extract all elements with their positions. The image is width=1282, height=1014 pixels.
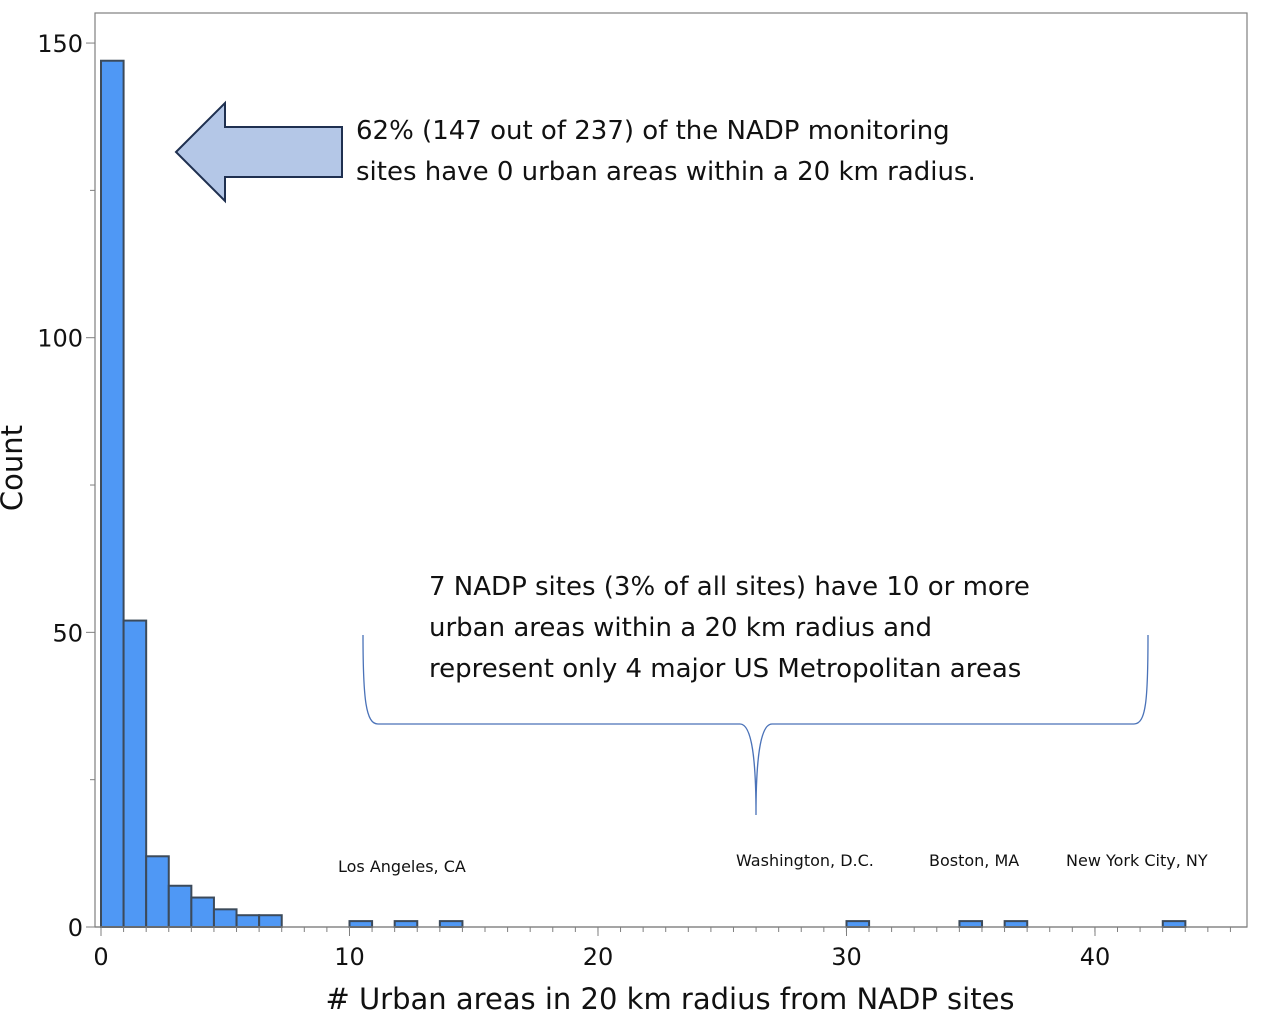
- histogram-bar: [1003, 920, 1029, 928]
- histogram-bar: [212, 908, 238, 928]
- histogram-bar: [122, 619, 148, 929]
- histogram-bar: [235, 914, 261, 928]
- city-label-washington: Washington, D.C.: [736, 851, 874, 870]
- arrow-annotation: 62% (147 out of 237) of the NADP monitor…: [356, 111, 976, 193]
- x-axis: 0 10 20 30 40: [93, 926, 1247, 971]
- y-tick-label: 150: [37, 30, 83, 58]
- histogram-bar: [258, 914, 283, 928]
- histogram-bar: [438, 920, 464, 928]
- city-label-los-angeles: Los Angeles, CA: [338, 857, 466, 876]
- y-tick-label: 100: [37, 325, 83, 353]
- x-tick-label: 0: [93, 943, 108, 971]
- y-axis: 0 50 100 150: [37, 30, 95, 942]
- x-tick-label: 40: [1080, 943, 1111, 971]
- curly-brace-shape: [362, 634, 1149, 816]
- x-axis-title: # Urban areas in 20 km radius from NADP …: [325, 982, 1014, 1014]
- histogram-bar: [1161, 920, 1187, 928]
- histogram-bar: [190, 896, 215, 928]
- histogram-bar: [167, 884, 193, 929]
- arrow-annotation-line-2: sites have 0 urban areas within a 20 km …: [356, 157, 976, 187]
- histogram-bar: [845, 920, 871, 928]
- y-axis-title: Count: [0, 425, 29, 511]
- histogram-bar: [393, 920, 419, 928]
- city-label-boston: Boston, MA: [929, 851, 1020, 870]
- y-tick-label: 50: [52, 619, 83, 647]
- histogram-bars: [100, 59, 1187, 929]
- city-label-new-york: New York City, NY: [1066, 851, 1208, 870]
- brace-annotation: 7 NADP sites (3% of all sites) have 10 o…: [429, 567, 1030, 690]
- histogram-bar: [145, 855, 170, 928]
- arrow-left-icon: [174, 100, 343, 204]
- brace-annotation-line-1: 7 NADP sites (3% of all sites) have 10 o…: [429, 572, 1030, 602]
- brace-annotation-line-2: urban areas within a 20 km radius and: [429, 613, 933, 643]
- histogram-bar: [348, 920, 374, 928]
- histogram-bar: [100, 59, 125, 928]
- x-tick-label: 10: [334, 943, 365, 971]
- y-tick-label: 0: [68, 914, 83, 942]
- histogram-bar: [958, 920, 984, 928]
- x-tick-label: 20: [583, 943, 614, 971]
- arrow-annotation-line-1: 62% (147 out of 237) of the NADP monitor…: [356, 116, 950, 146]
- x-tick-label: 30: [831, 943, 862, 971]
- brace-annotation-line-3: represent only 4 major US Metropolitan a…: [429, 654, 1022, 684]
